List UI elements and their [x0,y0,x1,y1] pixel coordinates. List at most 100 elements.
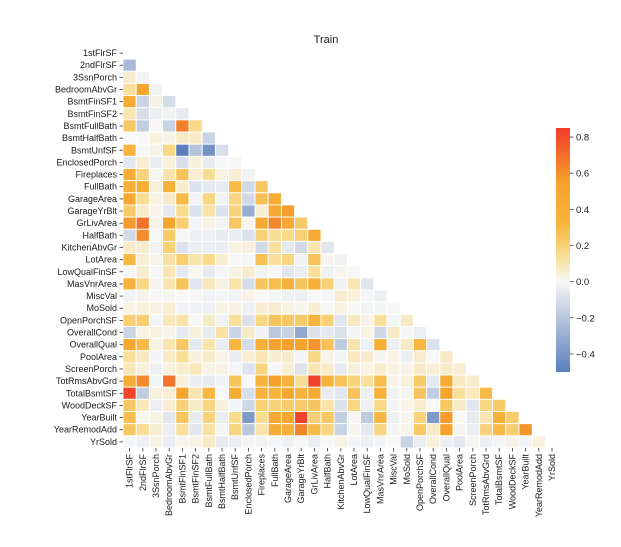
heatmap-cell [280,326,296,340]
heatmap-cell [267,374,282,388]
heatmap-cell [333,289,348,303]
heatmap-cell [162,289,177,303]
x-tick-label: 2ndFlrSF [138,453,148,491]
y-tick-label: TotRmsAbvGrd [56,376,117,386]
heatmap-cell [280,216,296,230]
heatmap-cell [188,374,203,388]
heatmap-cell [531,435,546,449]
heatmap-cell [267,289,282,303]
heatmap-cell [478,398,494,412]
heatmap-cell [148,289,164,303]
heatmap-cell [333,374,348,388]
heatmap-cell [267,411,282,425]
heatmap-cell [175,313,190,327]
heatmap-cell [148,119,164,133]
heatmap-cell [280,374,296,388]
heatmap-cell [346,265,362,279]
heatmap-cell [254,265,269,279]
heatmap-cell [346,289,362,303]
heatmap-cell [412,326,428,340]
heatmap-cell [135,180,150,194]
heatmap-cell [228,386,243,400]
heatmap-cell [135,374,150,388]
x-tick-label: OverallQual [441,454,451,502]
heatmap-cell [122,119,137,133]
heatmap-cell [333,326,348,340]
x-tick-label: TotRmsAbvGrd [481,454,491,515]
heatmap-cell [465,386,480,400]
x-tick-labels: 1stFlrSF 2ndFlrSF 3SsnPorch BedroomAbvGr Bsm… [125,447,557,517]
heatmap-cell [162,155,177,169]
heatmap-cell [162,411,177,425]
heatmap-cell [241,228,256,242]
heatmap-cell [122,168,137,182]
y-tick-label: WoodDeckSF [62,400,118,410]
y-tick-label: OverallQual [69,340,117,350]
heatmap-cell [214,277,230,291]
heatmap-cell [188,362,203,376]
heatmap-cell [162,192,177,206]
heatmap-cell [162,313,177,327]
heatmap-cell [280,313,296,327]
heatmap-cell [228,277,243,291]
heatmap-cell [254,411,269,425]
heatmap-cell [320,265,335,279]
heatmap-cell [214,289,230,303]
heatmap-cell [320,398,335,412]
heatmap-cell [241,362,256,376]
y-tick-label: 3SsnPorch [73,72,117,82]
heatmap-cell [294,253,309,267]
heatmap-cell [214,192,230,206]
heatmap-cell [148,350,164,364]
heatmap-cell [280,386,296,400]
heatmap-cell [228,398,243,412]
heatmap-cell [280,253,296,267]
heatmap-cell [162,253,177,267]
heatmap-cell [320,435,335,449]
heatmap-cell [267,338,282,352]
heatmap-cell [360,386,375,400]
y-tick-label: MiscVal [86,291,117,301]
x-tick-label: 3SsnPorch [151,454,161,498]
heatmap-cell [135,107,150,121]
heatmap-cell [175,338,190,352]
heatmap-cell [412,362,428,376]
heatmap-cell [148,362,164,376]
heatmap-cell [241,398,256,412]
colorbar-tick-label: 0.4 [576,205,589,216]
heatmap-cell [254,192,269,206]
heatmap-cell [333,253,348,267]
heatmap-cell [201,313,216,327]
heatmap-cell [228,411,243,425]
heatmap-cell [188,119,203,133]
heatmap-cell [188,253,203,267]
heatmap-cell [465,435,480,449]
heatmap-cell [148,240,164,254]
heatmap-cell [267,192,282,206]
heatmap-cell [162,95,177,109]
x-tick-label: KitchenAbvGr [336,454,346,510]
heatmap-cell [122,313,137,327]
heatmap-cell [373,435,388,449]
heatmap-cell [280,228,296,242]
heatmap-cell [201,350,216,364]
heatmap-cell [241,435,256,449]
heatmap-cell [254,216,269,230]
heatmap-cell [320,240,335,254]
heatmap-cell [320,326,335,340]
heatmap-cell [267,240,282,254]
heatmap-cell [148,131,164,145]
heatmap-cell [241,313,256,327]
heatmap-cell [294,289,309,303]
heatmap-cell [280,350,296,364]
heatmap-cell [307,240,322,254]
heatmap-cell [122,82,137,97]
heatmap-cell [122,95,137,109]
heatmap-cell [135,326,150,340]
heatmap-cell [294,435,309,449]
heatmap-cell [399,435,414,449]
heatmap-cell [188,338,203,352]
y-tick-label: BsmtFullBath [63,121,117,131]
heatmap-cell [333,301,348,315]
heatmap-cell [148,204,164,218]
